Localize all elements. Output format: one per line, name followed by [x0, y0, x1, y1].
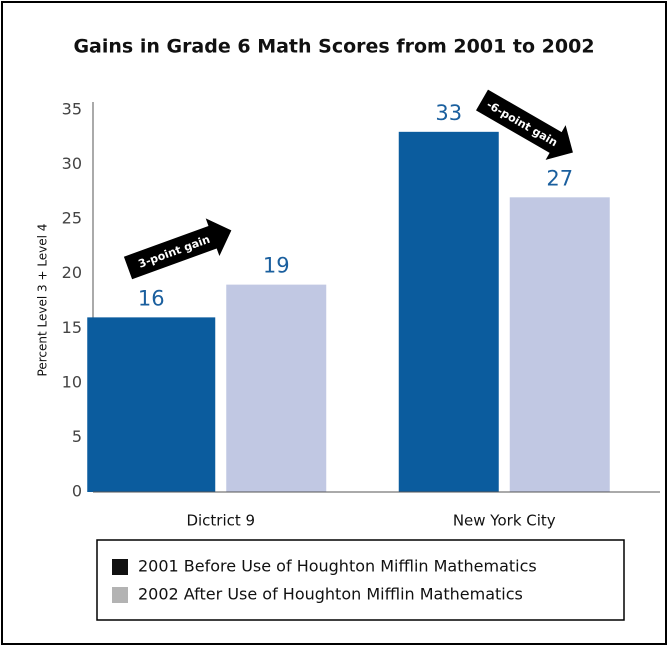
bar — [509, 197, 610, 493]
y-tick-label: 10 — [62, 372, 82, 391]
y-tick-label: 30 — [62, 154, 82, 173]
bar — [398, 131, 499, 493]
y-tick-label: 5 — [72, 427, 82, 446]
legend-swatch — [112, 559, 128, 575]
chart-title: Gains in Grade 6 Math Scores from 2001 t… — [73, 36, 594, 58]
y-tick-label: 15 — [62, 318, 82, 337]
x-tick-label: Dictrict 9 — [186, 512, 255, 530]
bar — [226, 284, 327, 492]
legend-swatch — [112, 587, 128, 603]
y-tick-label: 20 — [62, 263, 82, 282]
y-axis-label: Percent Level 3 + Level 4 — [36, 224, 50, 377]
y-tick-label: 25 — [62, 209, 82, 228]
bar — [87, 317, 216, 492]
value-label: 16 — [138, 286, 165, 310]
x-tick-label: New York City — [453, 512, 556, 530]
legend-box — [96, 539, 625, 621]
y-tick-label: 0 — [72, 482, 82, 501]
legend-label: 2002 After Use of Houghton Mifflin Mathe… — [138, 585, 523, 604]
value-label: 33 — [435, 101, 462, 125]
arrow-shape — [476, 89, 573, 160]
arrow-shape — [123, 218, 232, 280]
value-label: 27 — [546, 166, 573, 190]
y-tick-label: 35 — [62, 100, 82, 119]
legend-label: 2001 Before Use of Houghton Mifflin Math… — [138, 557, 537, 576]
value-label: 19 — [263, 254, 290, 278]
